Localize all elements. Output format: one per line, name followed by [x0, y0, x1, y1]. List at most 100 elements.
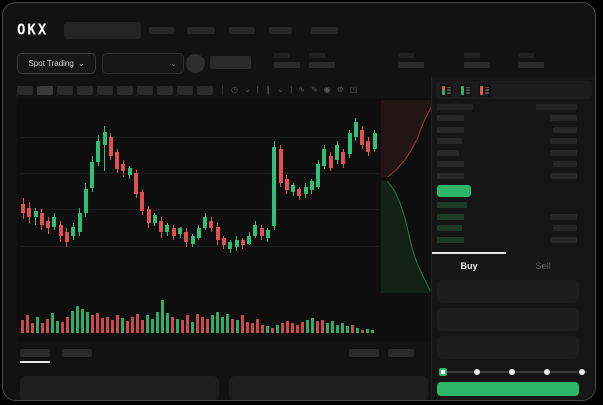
last-price-highlight: [437, 185, 471, 197]
gridline: [21, 209, 379, 211]
bottom-tab[interactable]: [20, 349, 50, 357]
timeframe-button[interactable]: [97, 85, 113, 95]
orderbook-ask-row[interactable]: [437, 161, 593, 168]
chevron-down-icon[interactable]: ⌄: [277, 85, 285, 94]
ask-amount-placeholder: [550, 138, 577, 145]
nav-item-placeholder[interactable]: [229, 27, 255, 34]
slider-handle[interactable]: [439, 368, 447, 376]
bid-amount-placeholder: [550, 213, 577, 220]
nav-item-placeholder[interactable]: [269, 27, 292, 34]
volume-bar: [26, 315, 29, 333]
history-panel-placeholder[interactable]: [229, 376, 428, 400]
candlestick: [21, 203, 25, 214]
timeframe-button[interactable]: [37, 85, 53, 95]
timeframe-button[interactable]: [157, 85, 173, 95]
candlestick: [253, 224, 258, 236]
volume-bar: [171, 317, 174, 333]
chevron-down-icon[interactable]: ⌄: [243, 85, 251, 94]
tab-buy[interactable]: Buy: [432, 252, 506, 276]
chevron-down-icon: ⌄: [170, 59, 177, 68]
stat-value-placeholder: [274, 62, 300, 68]
orderbook-ask-row[interactable]: [437, 149, 593, 156]
candlestick-chart[interactable]: [17, 99, 433, 341]
timeframe-button[interactable]: [137, 85, 153, 95]
volume-bar: [81, 308, 84, 333]
settings-gear-icon[interactable]: ⚙: [336, 85, 344, 94]
gridline: [21, 245, 379, 247]
stat-label-placeholder: [464, 53, 480, 58]
slider-stop[interactable]: [579, 369, 585, 375]
orderbook-ask-row[interactable]: [437, 173, 593, 179]
orderbook-combined-view-icon[interactable]: [440, 83, 453, 97]
orderbook-bids-view-icon[interactable]: [459, 83, 472, 97]
indicator-wave-icon[interactable]: ∿: [298, 85, 305, 94]
candlestick: [303, 186, 308, 195]
candlestick: [77, 213, 82, 233]
bottom-tab[interactable]: [62, 349, 92, 357]
tab-sell[interactable]: Sell: [535, 261, 551, 271]
nav-item-placeholder[interactable]: [187, 27, 215, 34]
volume-bar: [221, 316, 224, 333]
timeframe-button[interactable]: [57, 85, 73, 95]
interval-clock-icon[interactable]: ◷: [231, 85, 238, 94]
bid-price-placeholder: [437, 202, 467, 208]
slider-stop[interactable]: [544, 369, 550, 375]
orderbook-ask-row[interactable]: [437, 138, 593, 145]
volume-bar: [261, 324, 264, 333]
slider-stop[interactable]: [509, 369, 515, 375]
orderbook-bid-row[interactable]: [437, 213, 593, 220]
bottom-action-placeholder[interactable]: [388, 349, 414, 357]
volume-bar: [121, 318, 124, 333]
divider: |: [290, 85, 293, 94]
volume-bar: [56, 320, 59, 333]
volume-bar: [101, 318, 104, 333]
candlestick: [96, 141, 101, 162]
candlestick: [121, 163, 126, 172]
timeframe-button[interactable]: [77, 85, 93, 95]
volume-bar: [326, 323, 329, 333]
bottom-action-placeholder[interactable]: [349, 349, 379, 357]
amount-field[interactable]: [437, 308, 579, 331]
fullscreen-icon[interactable]: ◳: [349, 85, 358, 94]
candlestick: [115, 152, 120, 170]
divider: |: [256, 85, 259, 94]
draw-pencil-icon[interactable]: ✎: [310, 85, 318, 94]
volume-bar: [146, 315, 149, 333]
stat-value-placeholder: [309, 62, 335, 68]
amount-slider[interactable]: [439, 367, 587, 377]
chart-style-icon[interactable]: ❙: [264, 85, 272, 94]
nav-item-placeholder[interactable]: [149, 27, 174, 34]
orderbook-ask-row[interactable]: [437, 126, 593, 133]
column-header-placeholder: [437, 104, 473, 110]
orderbook-bid-row[interactable]: [437, 225, 593, 231]
orderbook-bid-row[interactable]: [437, 202, 593, 208]
candlestick: [309, 180, 314, 191]
candlestick: [134, 173, 139, 195]
search-input[interactable]: [64, 22, 141, 39]
candlestick: [108, 137, 113, 157]
candlestick: [178, 228, 183, 235]
orderbook-asks-view-icon[interactable]: [478, 83, 491, 97]
candlestick: [90, 161, 95, 189]
buy-button[interactable]: [437, 382, 579, 396]
candlestick: [71, 226, 76, 236]
gridline: [21, 137, 379, 139]
okx-logo[interactable]: OKX: [17, 21, 49, 39]
candlestick: [152, 215, 157, 223]
pair-select-dropdown[interactable]: ⌄: [102, 53, 184, 74]
nav-item-placeholder[interactable]: [311, 27, 338, 34]
slider-stop[interactable]: [474, 369, 480, 375]
orderbook-bid-row[interactable]: [437, 236, 593, 243]
timeframe-button[interactable]: [117, 85, 133, 95]
price-field[interactable]: [437, 280, 579, 303]
orders-panel-placeholder[interactable]: [20, 376, 219, 400]
candlestick: [190, 236, 195, 244]
timeframe-button[interactable]: [177, 85, 193, 95]
camera-icon[interactable]: ◉: [323, 85, 331, 94]
orderbook-ask-row[interactable]: [437, 115, 593, 121]
total-field[interactable]: [437, 336, 579, 359]
timeframe-button[interactable]: [197, 85, 213, 95]
timeframe-button[interactable]: [17, 85, 33, 95]
volume-bar: [236, 320, 239, 333]
market-type-dropdown[interactable]: Spot Trading ⌄: [17, 53, 96, 74]
